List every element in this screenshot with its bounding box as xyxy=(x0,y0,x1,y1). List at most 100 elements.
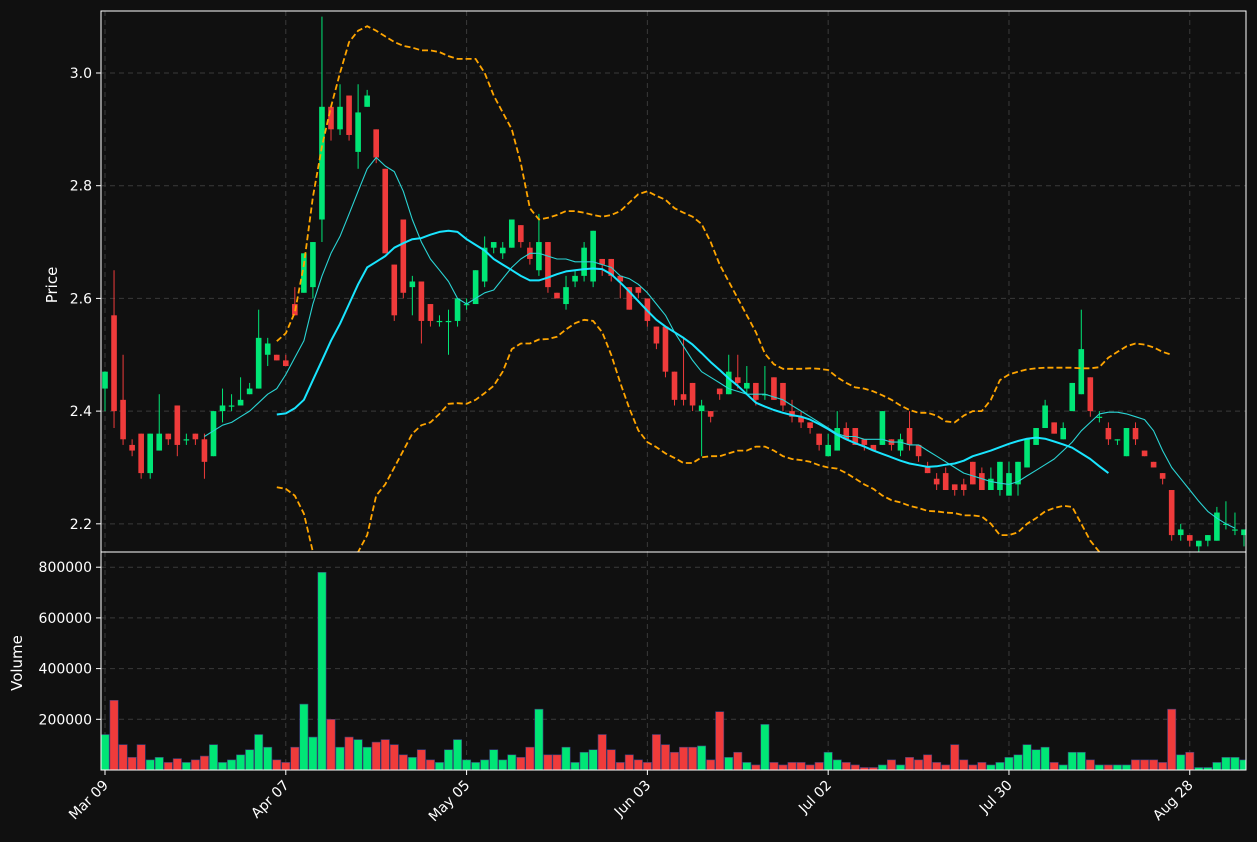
candle-body xyxy=(843,428,850,440)
volume-bar xyxy=(823,751,833,770)
volume-bar xyxy=(218,762,227,770)
volume-bar xyxy=(796,762,806,770)
volume-bar xyxy=(670,751,679,770)
volume-bar xyxy=(778,764,788,770)
candle-body xyxy=(716,388,723,395)
candle-body xyxy=(1159,473,1166,479)
volume-bar xyxy=(642,762,652,770)
volume-bar xyxy=(163,762,173,770)
volume-bar xyxy=(724,757,734,770)
volume-bar xyxy=(344,736,354,770)
volume-bar xyxy=(597,734,607,770)
candle-body xyxy=(1096,416,1103,418)
volume-bar xyxy=(651,734,661,770)
volume-bar xyxy=(914,759,924,770)
candle-body xyxy=(897,439,904,451)
volume-bar xyxy=(1103,764,1113,770)
volume-bar xyxy=(380,739,390,770)
candle-body xyxy=(1114,439,1121,441)
volume-bar xyxy=(407,757,417,770)
volume-bar xyxy=(534,708,544,770)
volume-bar xyxy=(263,746,273,770)
candle-body xyxy=(1060,428,1067,440)
volume-panel-frame xyxy=(100,551,1247,771)
volume-bar xyxy=(1049,762,1059,770)
volume-bar xyxy=(236,754,246,770)
candle-body xyxy=(680,394,687,400)
candle-body xyxy=(1087,377,1094,412)
candle-body xyxy=(310,242,316,288)
candle-body xyxy=(1105,428,1112,440)
candle-body xyxy=(102,371,108,389)
candle-body xyxy=(346,95,352,135)
candle-body xyxy=(301,253,307,293)
candle-body xyxy=(707,411,714,417)
volume-bar xyxy=(841,762,851,770)
volume-bar xyxy=(209,744,218,770)
volume-bar xyxy=(389,744,399,770)
volume-bar xyxy=(1239,759,1246,770)
candle-body xyxy=(879,411,886,445)
volume-bar xyxy=(814,762,824,770)
candle-body xyxy=(671,371,678,400)
candle-body xyxy=(264,343,271,355)
candle-body xyxy=(508,219,515,248)
candle-body xyxy=(246,388,253,395)
volume-bar xyxy=(480,759,490,770)
volume-bar xyxy=(462,759,472,770)
candle-body xyxy=(1168,490,1175,536)
candle-body xyxy=(1042,405,1048,429)
volume-bar xyxy=(1112,764,1122,770)
volume-bar xyxy=(579,751,589,770)
candle-body xyxy=(391,264,398,316)
volume-bar xyxy=(959,759,969,770)
candle-body xyxy=(1232,529,1238,531)
candle-body xyxy=(1177,529,1184,536)
volume-bar xyxy=(1212,762,1222,770)
candle-body xyxy=(924,467,931,474)
volume-bar xyxy=(1004,757,1014,770)
candle-body xyxy=(753,382,759,400)
candle-body xyxy=(563,287,569,305)
volume-bar xyxy=(154,757,164,770)
volume-bar xyxy=(1067,751,1077,770)
candle-body xyxy=(445,320,452,323)
candle-body xyxy=(662,326,669,372)
volume-bar xyxy=(525,746,535,770)
candle-body xyxy=(427,304,434,321)
candle-body xyxy=(988,478,994,491)
candle-body xyxy=(1214,512,1220,541)
volume-bar xyxy=(769,762,779,770)
price-tick-label: 2.8 xyxy=(70,179,92,195)
volume-tick-label: 200000 xyxy=(39,712,92,728)
candle-body xyxy=(328,106,334,130)
volume-bar xyxy=(950,744,960,770)
candle-body xyxy=(599,258,605,265)
candle-body xyxy=(129,444,135,451)
candle-body xyxy=(463,304,470,306)
candle-body xyxy=(861,439,868,445)
candle-body xyxy=(499,247,506,254)
volume-bar xyxy=(850,764,860,770)
volume-bar xyxy=(1040,746,1050,770)
volume-bar xyxy=(805,764,815,770)
candle-body xyxy=(373,129,379,158)
candle-body xyxy=(653,326,660,344)
candle-body xyxy=(481,247,488,282)
candle-body xyxy=(472,270,479,305)
volume-bar xyxy=(733,751,743,770)
candle-body xyxy=(689,382,696,406)
volume-bar xyxy=(1158,762,1168,770)
volume-bar xyxy=(101,734,110,770)
candle-body xyxy=(138,433,144,474)
candle-body xyxy=(436,320,443,323)
candle-body xyxy=(219,405,226,412)
candle-body xyxy=(490,242,497,248)
candle-body xyxy=(237,399,244,406)
volume-bar xyxy=(1058,764,1068,770)
volume-bar xyxy=(606,749,616,770)
volume-bar xyxy=(1013,754,1023,770)
volume-panel xyxy=(101,571,1246,770)
candle-body xyxy=(762,394,768,396)
